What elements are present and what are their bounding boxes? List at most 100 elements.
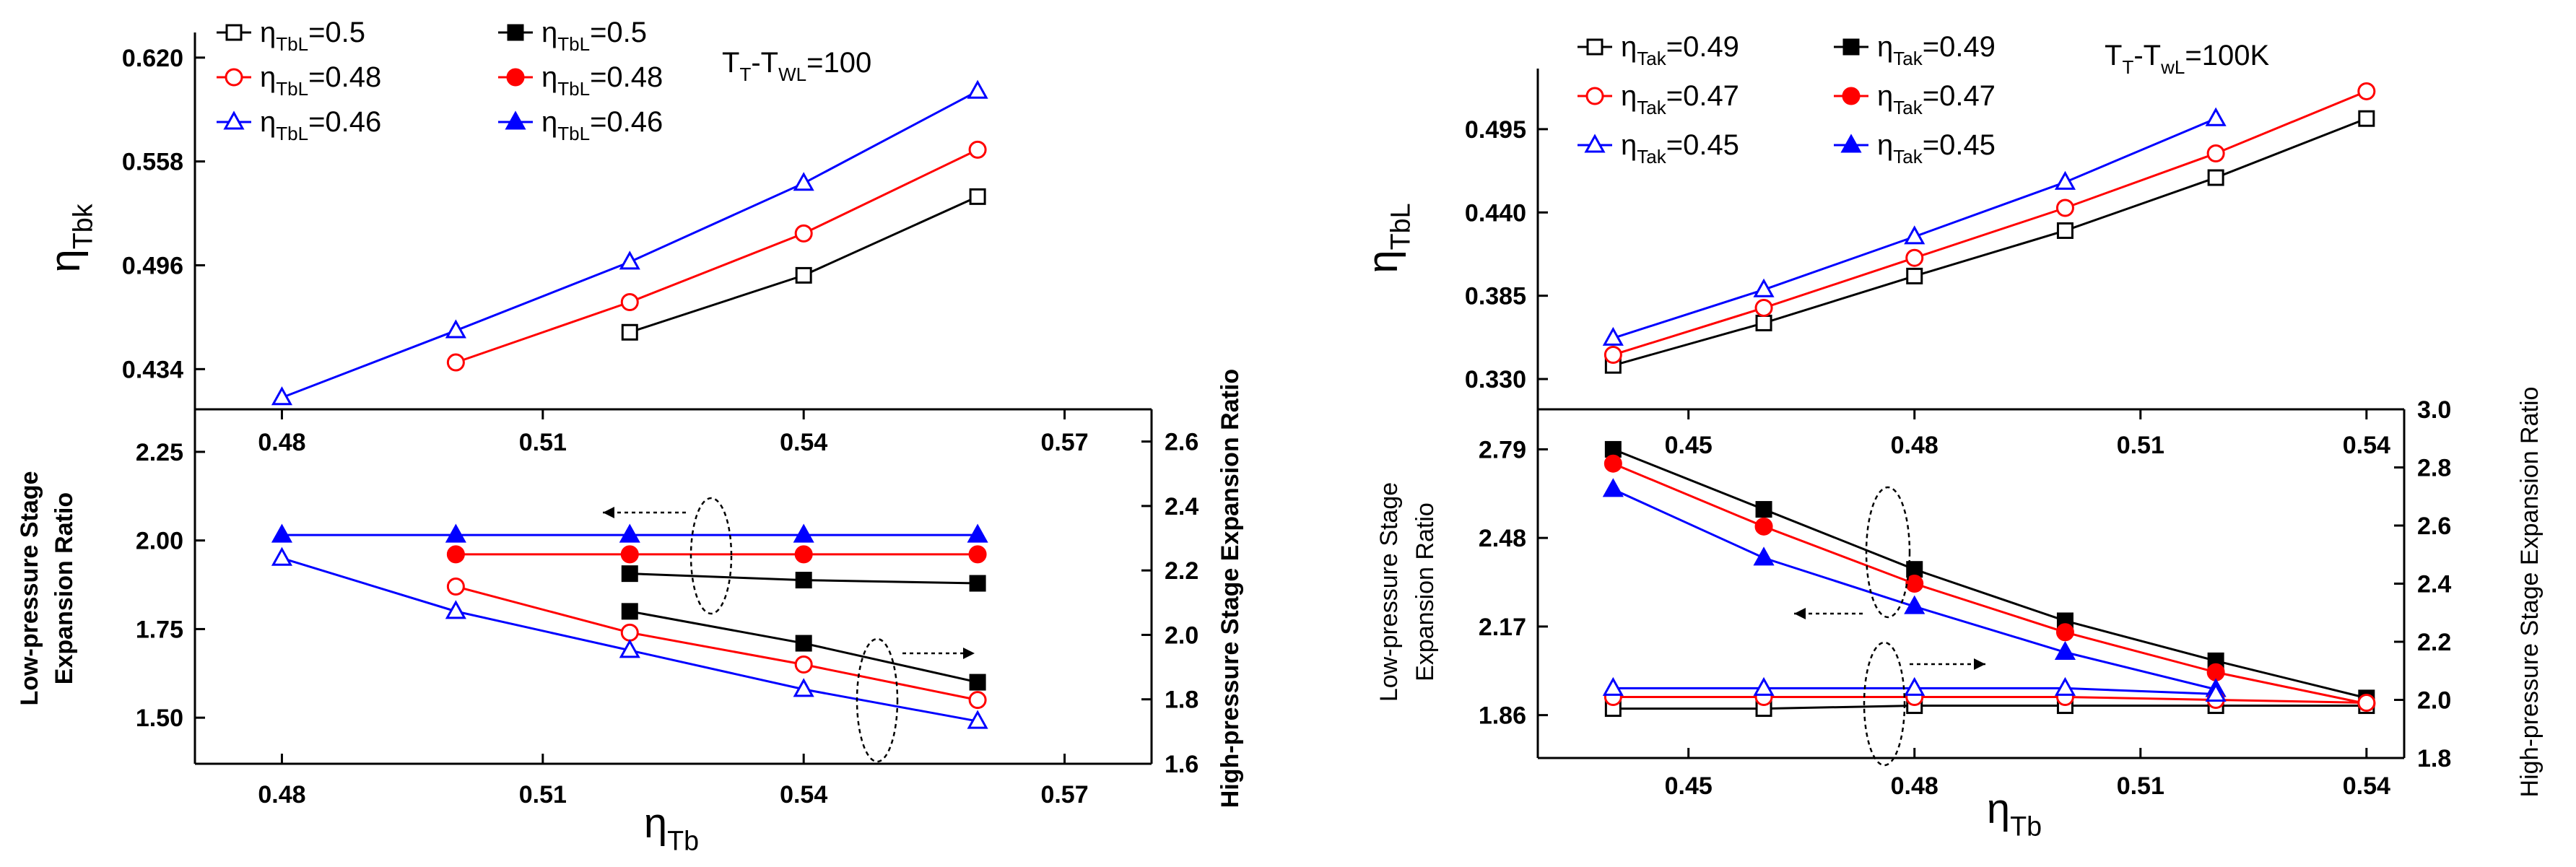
right-xtick-label-bottom-0: 0.45 <box>1665 772 1713 800</box>
right-bottom-right-series-2-point-0 <box>1602 676 1624 696</box>
right-legend-label-0: ηTak=0.49 <box>1621 31 1739 69</box>
left-bottom-ylabel-left-0: Low-pressure Stage <box>16 471 43 706</box>
left-legend-label-5-main: η <box>541 106 557 138</box>
right-ellipse-lower <box>1863 641 1906 767</box>
left-top-series-1-point-3 <box>968 140 987 159</box>
left-bottom-ytick-left-label-0: 1.50 <box>136 705 183 732</box>
left-legend-marker-3 <box>506 68 525 87</box>
right-legend-marker-3 <box>1842 87 1861 105</box>
left-legend-label-0: ηTbL=0.5 <box>260 17 365 55</box>
left-bottom-ytick-right-label-5: 2.6 <box>1165 429 1198 456</box>
right-bottom-left-series-1-line <box>1612 462 2367 705</box>
right-legend-label-1-sub: Tak <box>1893 48 1923 69</box>
left-annotation-mid: -T <box>751 47 778 79</box>
right-bottom-right-series-0-line <box>1613 705 2367 710</box>
right-legend-label-0-sub: Tak <box>1637 48 1666 69</box>
right-top-ytick-label-0: 0.330 <box>1465 366 1526 393</box>
right-bottom-right-series-2-point-1 <box>1753 676 1775 696</box>
right-bottom-ytick-left-label-2: 2.48 <box>1479 525 1526 552</box>
left-legend-label-2-main: η <box>260 61 276 93</box>
left-legend-label-0-sub: TbL <box>276 33 308 55</box>
left-bottom-right-series-2-point-3 <box>793 523 814 543</box>
left-top-series-1-line <box>455 149 978 364</box>
right-legend-label-2: ηTak=0.47 <box>1621 80 1739 118</box>
right-bottom-right-series-1-line <box>1613 695 2367 705</box>
right-top-series-0-point-1 <box>1755 314 1772 331</box>
left-top-series-2-point-0 <box>271 386 293 406</box>
left-legend-label-0-main: η <box>260 17 276 48</box>
right-legend-marker-0 <box>1586 38 1604 56</box>
right-top-series-2-point-4 <box>2205 107 2227 126</box>
right-annotation-tail: =100K <box>2185 40 2269 71</box>
left-legend-label-4: ηTbL=0.46 <box>260 106 381 144</box>
left-arrow-upper-head <box>603 507 614 518</box>
right-bottom-left-series-0-point-0 <box>1604 440 1622 458</box>
right-bottom-ytick-right-label-0: 1.8 <box>2417 745 2451 772</box>
left-legend-label-2-tail: =0.48 <box>308 61 381 93</box>
left-bottom-right-series-0-point-2 <box>969 575 986 592</box>
right-legend-label-4-tail: =0.45 <box>1666 129 1739 161</box>
right-top-series-1-point-2 <box>1905 248 1924 267</box>
left-legend-label-1: ηTbL=0.5 <box>541 17 647 55</box>
left-legend-label-1-tail: =0.5 <box>590 17 647 48</box>
left-legend-label-0-tail: =0.5 <box>308 17 365 48</box>
right-top-series-2-point-3 <box>2054 170 2076 190</box>
left-bottom-ytick-left-label-1: 1.75 <box>136 616 183 643</box>
right-annotation-sub2: wL <box>2160 56 2185 78</box>
right-xtick-label-mid-1: 0.48 <box>1891 432 1938 459</box>
right-top-series-1-point-0 <box>1604 345 1622 364</box>
left-xtick-label-mid-1: 0.51 <box>519 429 567 456</box>
left-top-ytick-label-1: 0.496 <box>122 252 183 279</box>
left-legend-label-3-main: η <box>541 61 557 93</box>
left-top-series-2-point-2 <box>619 250 640 270</box>
right-bottom-left-series-0-line <box>1612 448 2367 700</box>
left-xtick-label-bottom-0: 0.48 <box>258 781 305 809</box>
left-arrow-lower-head <box>963 648 975 659</box>
left-top-series-0-point-2 <box>969 188 986 205</box>
left-top-ytick-label-0: 0.434 <box>122 356 183 383</box>
left-legend-label-3-sub: TbL <box>557 78 590 100</box>
right-bottom-left-series-2-point-0 <box>1602 478 1624 497</box>
left-bottom-ytick-right-label-4: 2.4 <box>1165 493 1198 520</box>
right-bottom-left-series-2-point-3 <box>2054 640 2076 661</box>
left-bottom-left-series-1-point-2 <box>794 655 813 674</box>
right-arrow-upper-head <box>1794 608 1806 619</box>
right-bottom-left-series-1-point-2 <box>1905 575 1924 593</box>
right-bottom-left-series-1-point-4 <box>2206 663 2225 681</box>
left-bottom-left-series-2-point-0 <box>271 546 293 566</box>
right-bottom-ytick-left-label-3: 2.79 <box>1479 436 1526 463</box>
left-top-ylabel: ηTbk <box>42 204 97 272</box>
right-legend-label-0-tail: =0.49 <box>1666 31 1739 63</box>
right-legend-marker-4 <box>1584 134 1606 153</box>
right-bottom-left-series-1-point-0 <box>1604 454 1622 473</box>
right-bottom-ytick-right-label-3: 2.4 <box>2417 571 2451 598</box>
right-top-ylabel-sub: TbL <box>1385 203 1415 250</box>
left-legend-label-2-sub: TbL <box>276 78 308 100</box>
right-bottom-ytick-left-label-1: 2.17 <box>1479 614 1526 641</box>
left-bottom-left-series-2-point-1 <box>445 600 466 619</box>
right-top-series-1-line <box>1612 90 2367 356</box>
right-xtick-label-mid-3: 0.54 <box>2343 432 2390 459</box>
right-bottom-ylabel-right: High-pressure Stage Expansion Ratio <box>2516 387 2544 798</box>
right-top-series-0-point-5 <box>2358 110 2375 127</box>
left-annotation-sub2: WL <box>778 64 806 85</box>
right-xlabel: ηTb <box>1987 785 2042 841</box>
right-annotation-mid: -T <box>2133 40 2161 71</box>
left-xtick-label-bottom-3: 0.57 <box>1040 781 1088 809</box>
right-legend-label-5-main: η <box>1877 129 1893 161</box>
right-legend-label-2-sub: Tak <box>1637 97 1666 118</box>
left-legend-label-2: ηTbL=0.48 <box>260 61 381 100</box>
left-bottom-right-series-2-point-0 <box>271 523 293 543</box>
right-top-series-1-point-5 <box>2357 82 2376 100</box>
right-legend-label-1-tail: =0.49 <box>1923 31 1996 63</box>
left-xtick-label-bottom-2: 0.54 <box>780 781 827 809</box>
left-top-series-1-point-1 <box>620 293 639 312</box>
right-bottom-right-series-2-point-2 <box>1904 676 1926 696</box>
left-legend-marker-5 <box>505 110 526 130</box>
left-bottom-ytick-left-label-2: 2.00 <box>136 528 183 555</box>
right-top-series-0-line <box>1612 117 2367 367</box>
right-bottom-ylabel-left-0: Low-pressure Stage <box>1375 482 1403 702</box>
right-xlabel-sub: Tb <box>2010 811 2042 841</box>
right-legend-label-5-sub: Tak <box>1893 146 1923 167</box>
